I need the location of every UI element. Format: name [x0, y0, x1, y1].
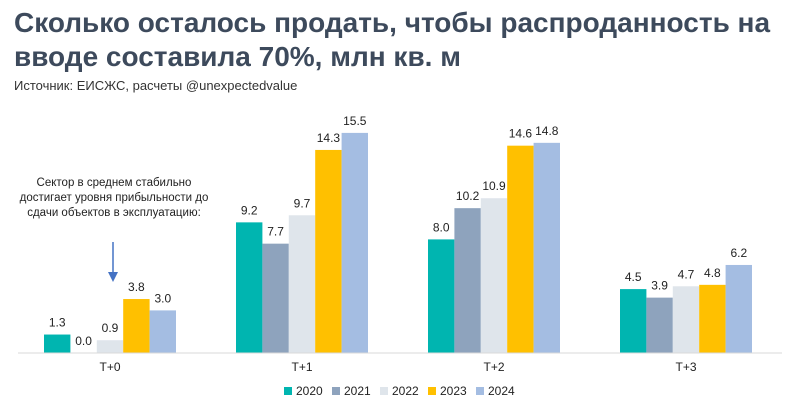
chart-title: Сколько осталось продать, чтобы распрода…: [14, 7, 771, 72]
bar-2022-0: [96, 340, 124, 353]
category-labels-group: Т+0 Т+1 Т+2 Т+3: [99, 360, 696, 374]
bar-2023-0: [123, 299, 150, 353]
bar-2021-2: [454, 208, 481, 353]
bar-2023-1: [315, 149, 342, 353]
bar-2020-3: [620, 289, 647, 353]
bar-2023-2: [507, 145, 534, 353]
category-label-0: Т+0: [99, 360, 120, 374]
bar-2021-3: [646, 297, 673, 353]
category-label-1: Т+1: [291, 360, 312, 374]
legend-swatch-2021: [332, 387, 340, 395]
bar-2022-3: [672, 286, 700, 353]
value-label-2023-3: 4.8: [704, 266, 721, 280]
chart-source: Источник: ЕИСЖС, расчеты @unexpectedvalu…: [14, 78, 298, 93]
value-label-2023-2: 14.6: [509, 127, 533, 141]
bar-2024-1: [341, 132, 368, 353]
bar-2020-1: [236, 222, 263, 353]
legend-swatch-2023: [428, 387, 436, 395]
bar-2022-1: [288, 215, 316, 353]
bar-2020-2: [428, 239, 455, 353]
value-label-2021-1: 7.7: [267, 225, 284, 239]
legend-swatch-2024: [476, 387, 484, 395]
legend-label-2021: 2021: [344, 384, 371, 398]
legend-swatch-2020: [284, 387, 292, 395]
value-label-2021-2: 10.2: [456, 189, 480, 203]
bar-2024-3: [725, 264, 752, 353]
value-label-2024-0: 3.0: [154, 291, 171, 305]
value-label-2021-3: 3.9: [651, 279, 668, 293]
bar-2024-2: [533, 142, 560, 353]
bar-2023-3: [699, 284, 726, 353]
value-label-2022-3: 4.7: [678, 267, 695, 281]
value-label-2024-2: 14.8: [535, 124, 559, 138]
value-label-2022-1: 9.7: [294, 196, 311, 210]
legend-label-2023: 2023: [440, 384, 467, 398]
value-label-2023-1: 14.3: [317, 131, 341, 145]
legend: 2020 2021 2022 2023 2024: [284, 384, 515, 398]
value-labels-group: 1.30.00.93.83.09.27.79.714.315.58.010.21…: [49, 114, 748, 348]
bar-2020-0: [44, 334, 71, 353]
bar-2024-0: [149, 310, 176, 353]
value-label-2020-1: 9.2: [241, 203, 258, 217]
legend-label-2024: 2024: [488, 384, 515, 398]
value-label-2024-1: 15.5: [343, 114, 367, 128]
chart-annotation: Сектор в среднем стабильно достигает уро…: [19, 177, 209, 219]
value-label-2020-3: 4.5: [625, 270, 642, 284]
value-label-2022-2: 10.9: [482, 179, 506, 193]
legend-label-2020: 2020: [296, 384, 323, 398]
category-label-2: Т+2: [483, 360, 504, 374]
value-label-2023-0: 3.8: [128, 280, 145, 294]
value-label-2020-2: 8.0: [433, 220, 450, 234]
value-label-2022-0: 0.9: [102, 321, 119, 335]
category-label-3: Т+3: [675, 360, 696, 374]
legend-swatch-2022: [380, 387, 388, 395]
value-label-2024-3: 6.2: [730, 246, 747, 260]
value-label-2020-0: 1.3: [49, 316, 66, 330]
bar-2022-2: [480, 198, 508, 353]
legend-label-2022: 2022: [392, 384, 419, 398]
annotation-arrow: [108, 242, 118, 282]
value-label-2021-0: 0.0: [75, 334, 92, 348]
bars-group: [44, 132, 752, 353]
bar-2021-1: [262, 243, 289, 353]
